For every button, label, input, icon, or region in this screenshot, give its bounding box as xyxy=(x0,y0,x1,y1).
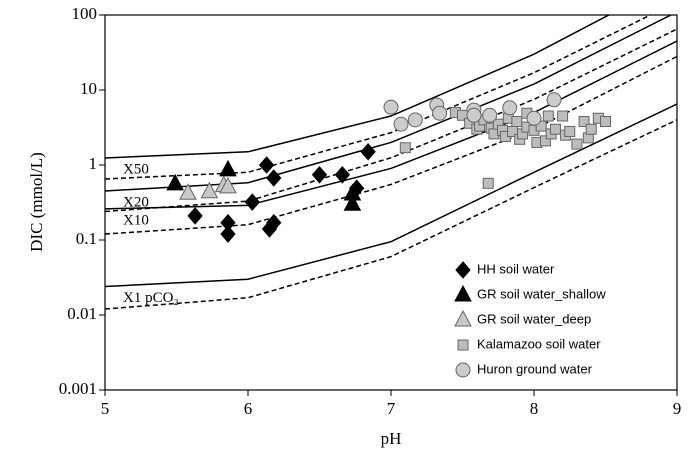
reference-line xyxy=(105,55,677,235)
legend-label: Kalamazoo soil water xyxy=(477,336,601,351)
point xyxy=(393,116,409,132)
point xyxy=(166,173,184,191)
reference-line xyxy=(105,40,677,210)
reference-line xyxy=(105,15,611,159)
point xyxy=(266,169,282,187)
point xyxy=(432,105,448,121)
point xyxy=(220,225,236,243)
point xyxy=(466,107,482,123)
x-axis-label: pH xyxy=(381,429,402,448)
point xyxy=(482,107,498,123)
point xyxy=(542,110,554,122)
point xyxy=(564,125,576,137)
line-label: X50 xyxy=(123,161,149,177)
x-tick-label: 8 xyxy=(530,399,539,418)
legend-label: GR soil water_shallow xyxy=(477,286,606,301)
y-axis-label: DIC (mmol/L) xyxy=(27,152,46,252)
line-label: X1 pCO₂ xyxy=(123,290,179,306)
legend-marker xyxy=(455,362,471,378)
point xyxy=(511,116,523,128)
reference-lines xyxy=(105,15,677,310)
point xyxy=(219,159,237,177)
point xyxy=(187,207,203,225)
plot-frame xyxy=(104,14,678,391)
y-tick-label: 10 xyxy=(80,79,97,98)
point xyxy=(244,193,260,211)
point xyxy=(539,135,551,147)
point xyxy=(343,194,362,211)
line-label: X20 xyxy=(123,194,149,210)
point xyxy=(200,181,219,199)
legend-label: GR soil water_deep xyxy=(477,311,591,326)
x-tick-label: 5 xyxy=(101,399,110,418)
point xyxy=(585,123,597,135)
y-tick-label: 0.1 xyxy=(76,229,97,248)
reference-line xyxy=(105,28,677,213)
point xyxy=(383,99,399,115)
point xyxy=(334,166,351,184)
x-tick-label: 9 xyxy=(673,399,682,418)
point xyxy=(535,120,547,132)
point xyxy=(557,110,569,122)
line-label: X10 xyxy=(123,212,149,228)
legend-label: HH soil water xyxy=(477,261,555,276)
point xyxy=(407,112,423,128)
y-tick-label: 0.01 xyxy=(67,304,97,323)
point xyxy=(578,116,590,128)
legend-label: Huron ground water xyxy=(477,361,593,376)
point xyxy=(360,143,376,161)
point xyxy=(549,123,561,135)
legend-marker xyxy=(457,339,469,351)
point xyxy=(571,138,583,150)
point xyxy=(219,176,237,194)
legend-marker xyxy=(454,309,472,327)
point xyxy=(311,166,328,184)
legend-marker xyxy=(454,284,472,302)
legend-marker xyxy=(455,261,471,279)
point xyxy=(258,156,275,174)
reference-line xyxy=(105,119,677,310)
point xyxy=(399,142,411,154)
y-tick-label: 100 xyxy=(72,4,98,23)
y-tick-label: 0.001 xyxy=(59,379,97,398)
y-tick-label: 1 xyxy=(89,154,98,173)
point xyxy=(546,92,562,108)
reference-line xyxy=(105,15,653,180)
point xyxy=(482,177,494,189)
point xyxy=(526,110,542,126)
point xyxy=(179,183,197,200)
point xyxy=(600,116,611,128)
x-tick-label: 7 xyxy=(387,399,396,418)
point xyxy=(502,100,518,116)
point xyxy=(266,213,282,232)
point xyxy=(343,183,362,201)
x-tick-label: 6 xyxy=(244,399,253,418)
reference-line xyxy=(105,15,673,192)
